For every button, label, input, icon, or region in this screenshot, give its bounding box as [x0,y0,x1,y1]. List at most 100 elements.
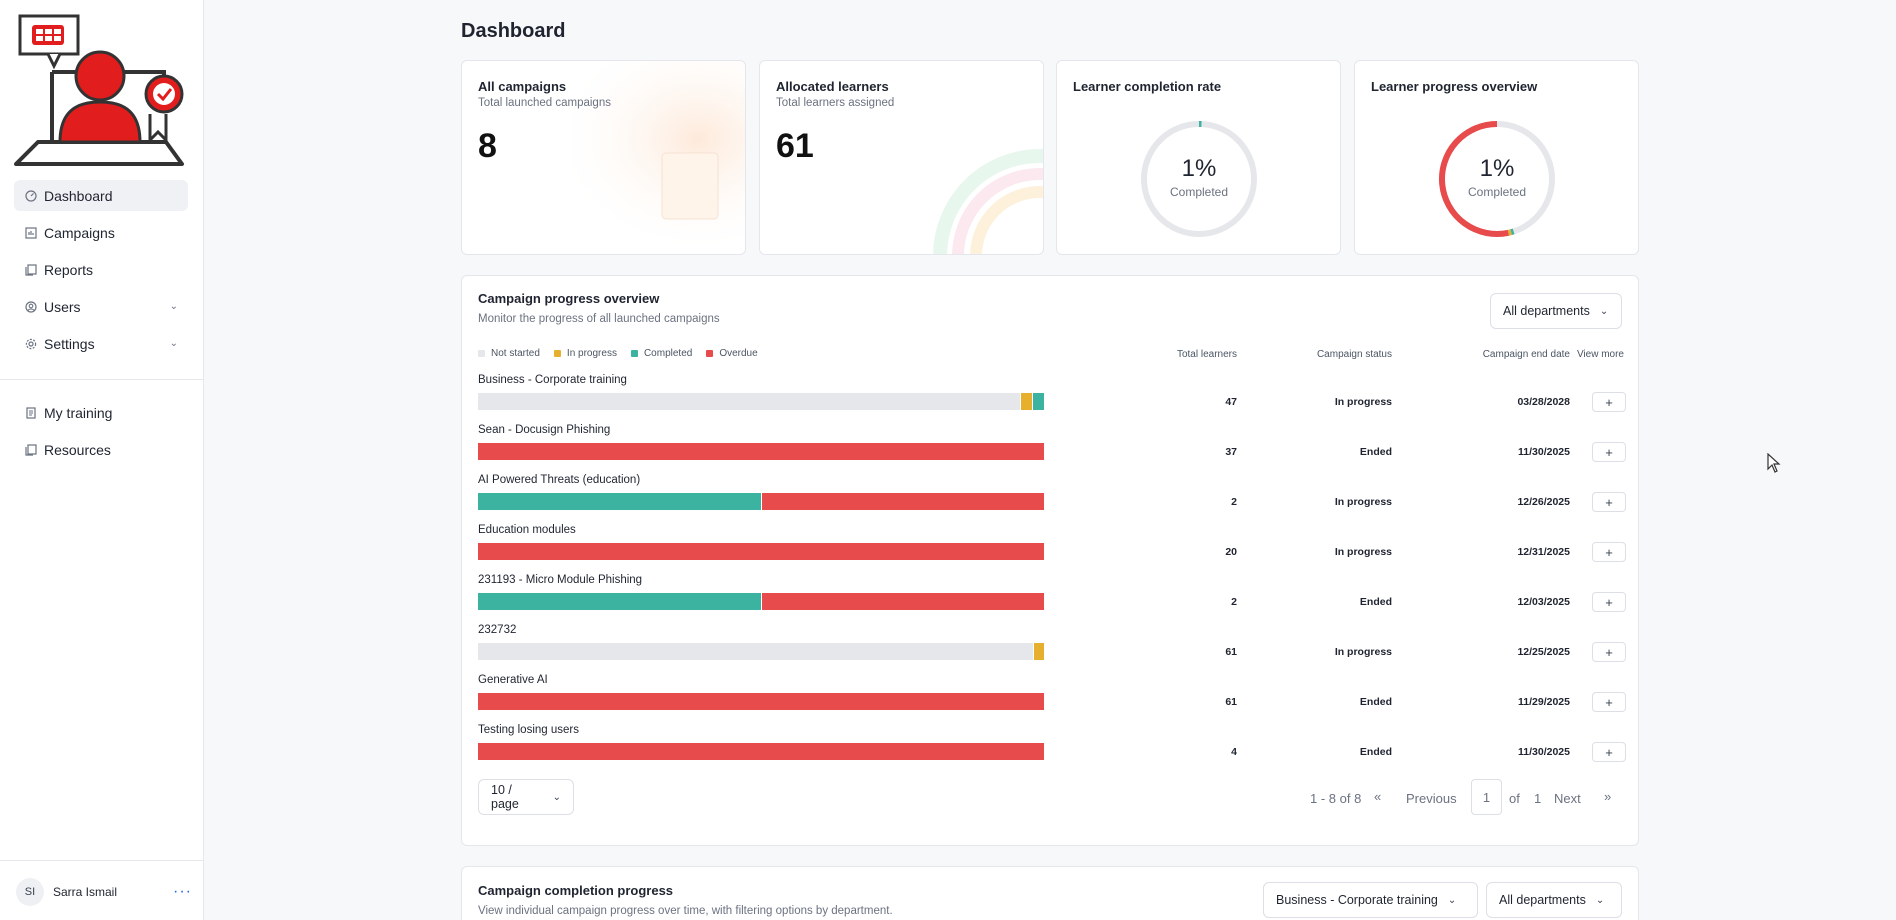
completion-label: Completed [1169,185,1229,199]
learner-count: 61 [776,127,814,165]
department-filter[interactable]: All departments ⌄ [1490,293,1622,329]
campaign-name: 232732 [478,624,517,636]
card-title: All campaigns [478,79,567,94]
sidebar-item-label: Settings [44,335,95,352]
chevron-down-icon: ⌄ [1595,894,1605,906]
campaign-filter[interactable]: Business - Corporate training ⌄ [1263,882,1478,918]
total-learners-cell: 47 [1225,396,1237,408]
sidebar-item-campaigns[interactable]: Campaigns [14,217,188,248]
campaign-status-cell: In progress [1334,496,1392,508]
campaign-end-date-cell: 12/26/2025 [1517,496,1570,508]
total-learners-cell: 61 [1225,646,1237,658]
completion-progress-panel: Campaign completion progress View indivi… [461,866,1639,920]
completed-segment [1032,393,1044,410]
secondary-nav: My training Resources [14,397,188,471]
view-more-button[interactable]: + [1592,642,1626,662]
campaign-progress-bar [478,643,1044,660]
plus-icon: + [1605,594,1613,610]
panel-subtitle: Monitor the progress of all launched cam… [478,313,720,325]
training-logo [14,14,190,180]
overdue-segment [478,743,1044,760]
completion-donut: 1% Completed [1137,117,1261,241]
more-icon[interactable]: ··· [173,883,192,900]
progress-donut: 1% Completed [1435,117,1559,241]
not-started-segment [478,393,1021,410]
plus-icon: + [1605,744,1613,760]
column-header-view-more: View more [1576,349,1624,360]
pagination: 10 / page ⌄ 1 - 8 of 8 « Previous 1 of 1… [462,779,1638,817]
campaign-progress-bar [478,443,1044,460]
overdue-segment [478,443,1044,460]
first-page-icon[interactable]: « [1374,789,1382,804]
sidebar-item-settings[interactable]: Settings ⌄ [14,328,188,359]
view-more-button[interactable]: + [1592,392,1626,412]
card-subtitle: Total learners assigned [776,97,895,109]
view-more-button[interactable]: + [1592,742,1626,762]
card-title: Learner completion rate [1073,79,1222,94]
plus-icon: + [1605,694,1613,710]
sidebar-item-label: Users [44,298,81,315]
campaign-end-date-cell: 12/25/2025 [1517,646,1570,658]
campaign-progress-bar [478,493,1044,510]
view-more-button[interactable]: + [1592,492,1626,512]
campaign-name: 231193 - Micro Module Phishing [478,574,643,586]
view-more-button[interactable]: + [1592,592,1626,612]
plus-icon: + [1605,444,1613,460]
page-size-select[interactable]: 10 / page ⌄ [478,779,574,815]
campaign-status-cell: Ended [1359,596,1392,608]
sidebar-item-label: Dashboard [44,187,113,204]
mouse-pointer-icon [1767,453,1781,473]
previous-button[interactable]: Previous [1406,791,1457,806]
training-icon [24,406,37,419]
campaign-filter-value: Business - Corporate training [1276,893,1438,907]
campaign-status-cell: Ended [1359,746,1392,758]
legend-not-started: Not started [478,348,540,359]
user-profile[interactable]: SI Sarra Ismail ··· [16,877,192,907]
view-more-button[interactable]: + [1592,542,1626,562]
department-filter[interactable]: All departments ⌄ [1486,882,1622,918]
view-more-button[interactable]: + [1592,692,1626,712]
campaign-progress-bar [478,593,1044,610]
plus-icon: + [1605,544,1613,560]
department-filter-value: All departments [1503,304,1590,318]
sidebar: Dashboard Campaigns Reports Users ⌄ Sett… [0,0,204,920]
campaign-status-cell: Ended [1359,446,1392,458]
sidebar-item-reports[interactable]: Reports [14,254,188,285]
campaign-end-date-cell: 03/28/2028 [1517,396,1570,408]
campaign-end-date-cell: 11/30/2025 [1518,446,1570,458]
chevron-down-icon: ⌄ [1599,305,1609,317]
legend: Not started In progress Completed Overdu… [478,348,772,359]
sidebar-item-resources[interactable]: Resources [14,434,188,465]
total-learners-cell: 20 [1225,546,1237,558]
view-more-button[interactable]: + [1592,442,1626,462]
resources-icon [24,443,37,456]
card-title: Learner progress overview [1371,79,1538,94]
plus-icon: + [1605,494,1613,510]
next-button[interactable]: Next [1554,791,1581,806]
in-progress-segment [1020,393,1033,410]
total-pages: 1 [1534,791,1542,806]
campaign-end-date-cell: 11/30/2025 [1518,746,1570,758]
total-learners-cell: 37 [1225,446,1237,458]
last-page-icon[interactable]: » [1604,789,1612,804]
total-learners-cell: 2 [1231,596,1237,608]
sidebar-item-dashboard[interactable]: Dashboard [14,180,188,211]
page-number-input[interactable]: 1 [1471,779,1502,815]
pagination-range: 1 - 8 of 8 [1310,791,1362,806]
page-size-value: 10 / page [491,783,519,811]
sidebar-item-users[interactable]: Users ⌄ [14,291,188,322]
campaign-progress-bar [478,543,1044,560]
sidebar-item-label: Campaigns [44,224,115,241]
not-started-segment [478,643,1033,660]
nav-divider [0,379,204,380]
campaign-name: AI Powered Threats (education) [478,474,641,486]
sidebar-item-my-training[interactable]: My training [14,397,188,428]
chevron-down-icon: ⌄ [552,791,561,803]
avatar: SI [16,878,44,906]
sidebar-item-label: My training [44,404,113,421]
legend-overdue: Overdue [706,348,758,359]
sidebar-item-label: Resources [44,441,111,458]
chevron-down-icon: ⌄ [1447,894,1457,906]
campaign-name: Testing losing users [478,724,579,736]
campaign-count: 8 [478,127,497,165]
